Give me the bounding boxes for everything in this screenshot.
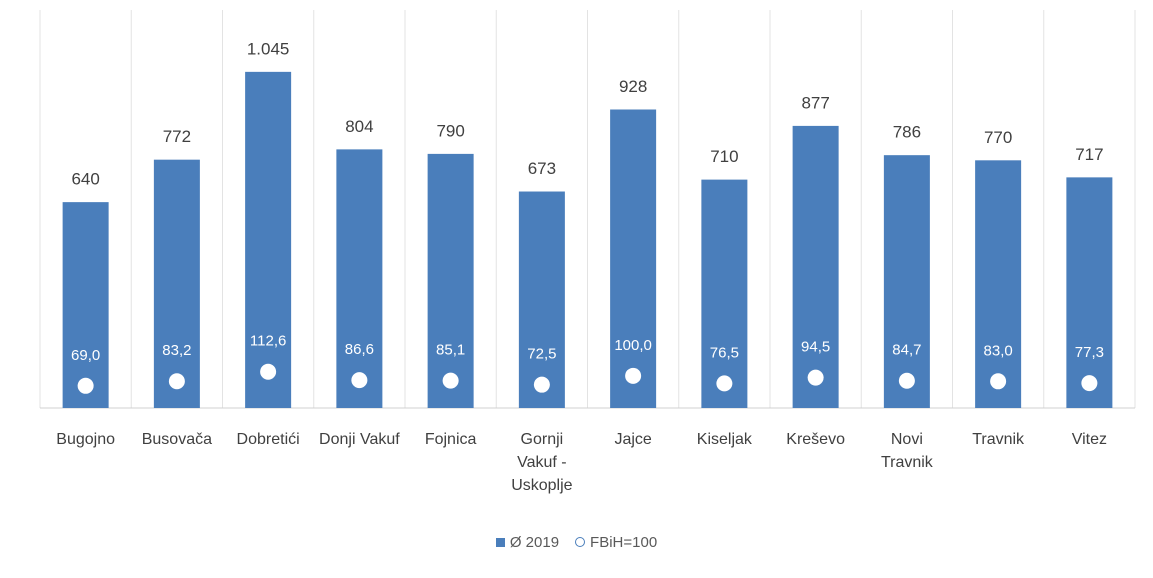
bar-label: 772 [163,127,191,146]
bar-label: 640 [71,170,99,189]
bar-label: 770 [984,128,1012,147]
bar [701,179,748,408]
bar [427,153,474,408]
bar-label: 877 [801,93,829,112]
index-label: 85,1 [436,342,465,359]
index-marker [77,377,94,394]
index-marker [533,376,550,393]
index-marker [990,373,1007,390]
index-label: 77,3 [1075,344,1104,361]
x-tick-label: Travnik [972,431,1025,448]
bar [62,202,109,408]
index-label: 84,7 [892,342,921,359]
index-marker [807,369,824,386]
bar-label: 717 [1075,145,1103,164]
x-tick-label: Fojnica [424,431,477,448]
bar-label: 790 [436,121,464,140]
bar-label: 928 [619,77,647,96]
index-label: 83,0 [984,342,1013,359]
index-marker [442,372,459,389]
legend-label: Ø 2019 [509,534,560,551]
legend-label: FBiH=100 [590,534,658,551]
x-tick-label: Busovača [141,431,212,448]
bar [1066,177,1113,408]
index-label: 72,5 [527,346,556,363]
bar [153,159,200,408]
bar [245,71,292,408]
bar-label: 804 [345,117,373,136]
index-label: 83,2 [162,342,191,359]
legend: Ø 2019 FBiH=100 [0,534,1153,551]
x-tick-label: Kreševo [786,431,845,448]
index-marker [1081,375,1098,392]
bar-label: 786 [893,123,921,142]
x-tick-label: Gornji Vakuf - Uskoplje [511,431,573,494]
index-label: 112,6 [250,333,286,350]
x-tick-label: Jajce [614,431,652,448]
bar-label: 673 [528,159,556,178]
index-marker [168,373,185,390]
index-label: 94,5 [801,339,830,356]
bar [336,149,383,408]
bar-label: 1.045 [247,39,290,58]
index-marker [260,363,277,380]
x-tick-label: Vitez [1071,431,1108,448]
legend-item: Ø 2019 [495,534,560,551]
index-marker [625,367,642,384]
bar [975,160,1022,408]
legend-swatch [575,537,586,547]
bar [883,155,930,408]
x-tick-label: Dobretići [236,431,300,448]
index-label: 86,6 [345,341,374,358]
legend-item: FBiH=100 [575,534,657,551]
index-label: 100,0 [614,337,652,354]
bar [610,109,657,408]
bar-label: 710 [710,147,738,166]
x-tick-label: Donji Vakuf [319,431,400,448]
bar [792,125,839,409]
bar [518,191,565,408]
index-marker [898,372,915,389]
index-label: 76,5 [710,344,739,361]
x-tick-label: Bugojno [56,431,115,448]
index-label: 69,0 [71,347,100,364]
index-marker [716,375,733,392]
x-tick-label: Novi Travnik [880,431,933,471]
legend-swatch [495,538,505,547]
x-tick-label: Kiseljak [696,431,752,448]
index-marker [351,372,368,389]
